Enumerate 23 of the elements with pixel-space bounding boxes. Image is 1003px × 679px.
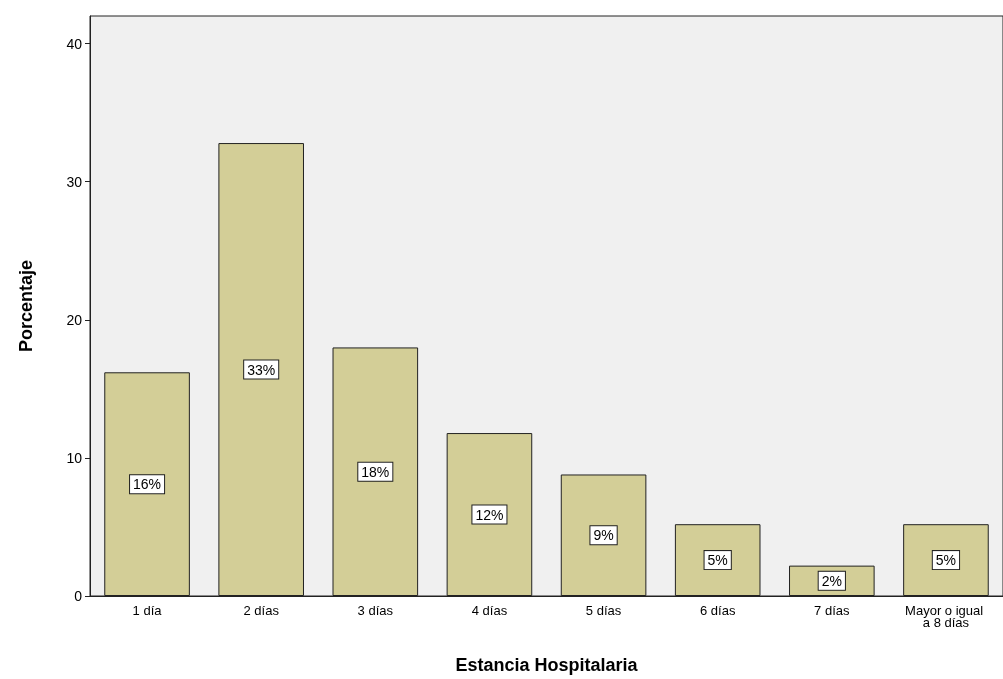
data-label: 9% (593, 527, 614, 544)
x-tick-label: 6 días (699, 602, 736, 618)
y-tick-label: 10 (66, 449, 83, 466)
data-label: 18% (361, 463, 390, 480)
x-tick-label: 3 días (357, 602, 394, 618)
x-tick-label: Mayor o igual a 8 días (905, 602, 987, 630)
data-label: 12% (475, 506, 504, 523)
x-tick-label: 4 días (471, 602, 508, 618)
x-tick-label: 5 días (585, 602, 622, 618)
y-axis-title: Porcentaje (16, 259, 36, 353)
y-tick-label: 20 (66, 311, 83, 328)
data-label: 2% (821, 572, 842, 589)
data-label: 5% (707, 552, 728, 569)
data-label: 5% (935, 552, 957, 569)
x-tick-label: 2 días (243, 602, 280, 618)
x-axis-title: Estancia Hospitalaria (455, 655, 639, 675)
x-tick-label: 1 día (132, 602, 163, 618)
y-tick-label: 30 (66, 173, 83, 190)
y-tick-label: 0 (74, 588, 83, 604)
data-label: 33% (247, 361, 276, 378)
y-tick-label: 40 (66, 35, 83, 52)
x-tick-label: 7 días (814, 602, 851, 618)
data-label: 16% (133, 476, 162, 493)
